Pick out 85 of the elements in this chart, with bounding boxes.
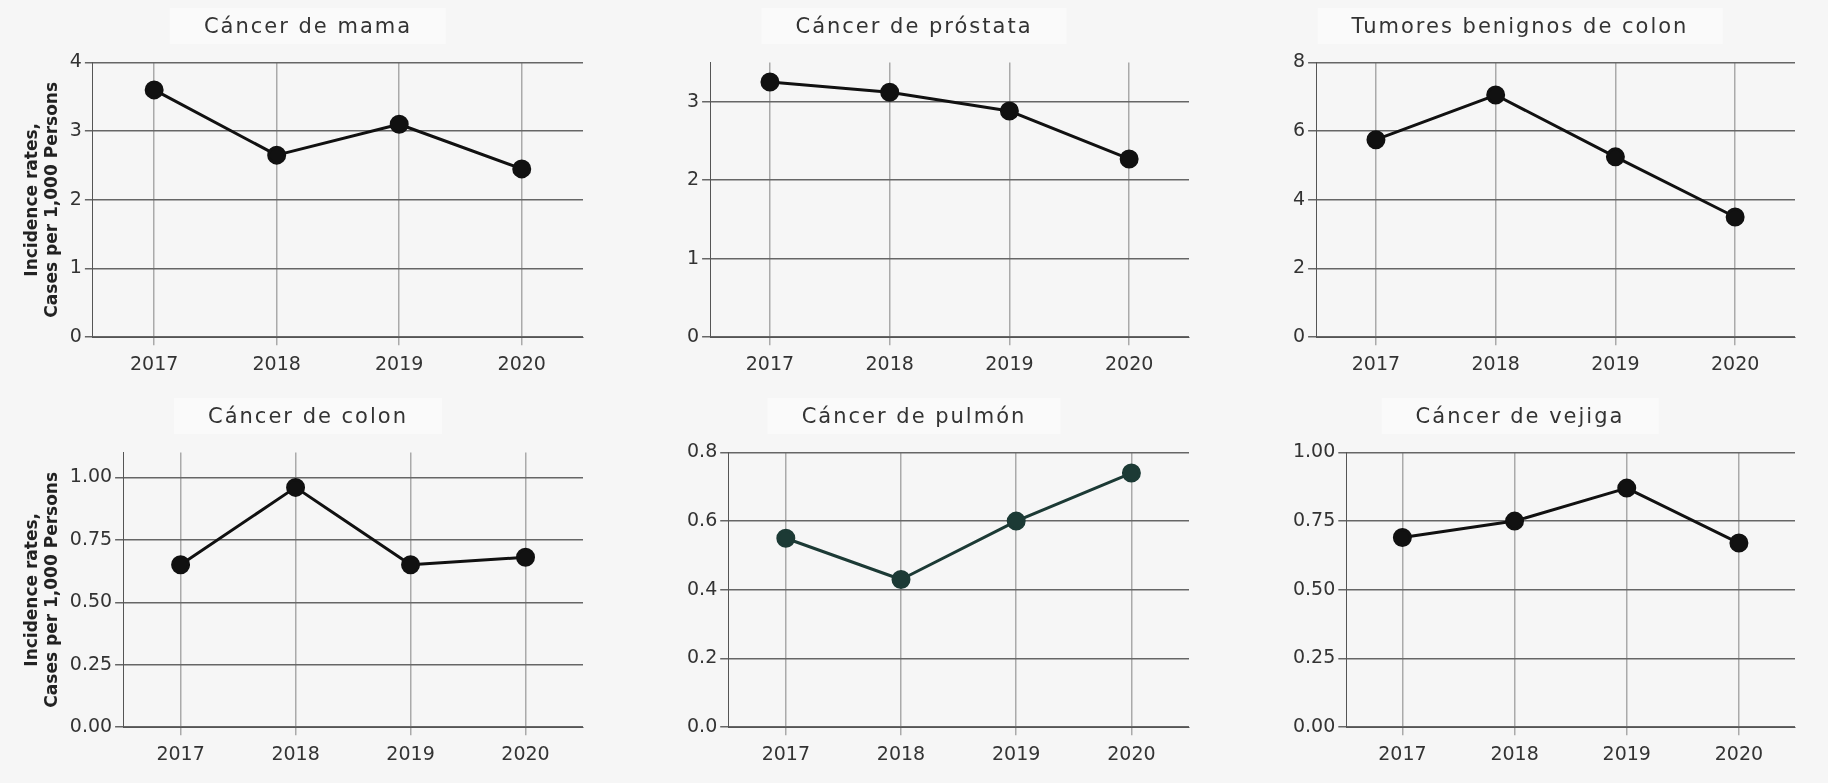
y-tick-label: 3	[69, 118, 82, 141]
y-tick-label: 2	[69, 186, 82, 209]
point	[1006, 511, 1026, 531]
y-tick-label: 0.25	[69, 651, 113, 674]
point	[1486, 85, 1506, 105]
point	[171, 555, 191, 575]
y-tick-label: 0.8	[687, 439, 718, 462]
x-tick-label: 2018	[1490, 741, 1539, 764]
point	[1121, 463, 1141, 483]
point	[999, 101, 1019, 121]
y-tick-label: 3	[686, 88, 700, 111]
x-tick-label: 2020	[501, 741, 550, 764]
chart-title: Tumores benignos de colon	[1317, 8, 1723, 44]
point	[516, 547, 536, 567]
x-tick-label: 2020	[1710, 351, 1760, 374]
point	[144, 80, 164, 100]
x-tick-label: 2018	[1471, 351, 1520, 374]
x-tick-label: 2018	[865, 351, 914, 374]
y-tick-label: 0.75	[1292, 508, 1336, 531]
x-tick-label: 2017	[129, 351, 179, 374]
y-tick-label: 2	[1292, 255, 1306, 278]
point	[760, 72, 780, 92]
y-tick-label: 0	[69, 324, 82, 347]
x-tick-label: 2019	[992, 741, 1041, 764]
y-tick-label: 0.75	[69, 526, 113, 549]
y-tick-label: 2	[686, 167, 700, 190]
x-tick-label: 2020	[1107, 741, 1156, 764]
y-tick-label: 1	[69, 255, 82, 278]
y-tick-label: 0	[1292, 324, 1306, 347]
chart-title: Cáncer de mama	[169, 8, 447, 44]
x-tick-label: 2020	[1104, 351, 1154, 374]
y-tick-label: 4	[69, 49, 82, 72]
point	[880, 82, 900, 102]
y-tick-label: 0	[686, 324, 700, 347]
x-tick-label: 2017	[1378, 741, 1427, 764]
point	[1366, 130, 1386, 150]
point	[286, 477, 306, 497]
x-tick-label: 2019	[1591, 351, 1640, 374]
x-tick-label: 2017	[1351, 351, 1401, 374]
y-axis-title: Incidence rates, Cases per 1,000 Persons	[20, 81, 62, 318]
point	[512, 159, 532, 179]
chart-title: Cáncer de pulmón	[767, 398, 1061, 434]
point	[389, 114, 409, 134]
y-axis-title: Incidence rates, Cases per 1,000 Persons	[20, 471, 62, 708]
y-tick-label: 0.00	[1292, 714, 1336, 737]
y-tick-label: 6	[1292, 118, 1306, 141]
x-tick-label: 2020	[1714, 741, 1764, 764]
x-tick-label: 2020	[497, 351, 546, 374]
x-tick-label: 2017	[761, 741, 810, 764]
y-tick-label: 1	[686, 245, 700, 268]
x-tick-label: 2019	[1602, 741, 1651, 764]
y-tick-label: 1.00	[69, 464, 113, 487]
x-tick-label: 2019	[375, 351, 424, 374]
y-tick-label: 1.00	[1292, 439, 1336, 462]
point	[891, 570, 911, 589]
x-tick-label: 2018	[876, 741, 926, 764]
point	[1729, 533, 1749, 553]
point	[1119, 149, 1139, 169]
y-tick-label: 0.00	[69, 714, 113, 737]
x-tick-label: 2019	[386, 741, 435, 764]
y-tick-label: 0.50	[69, 589, 113, 612]
x-tick-label: 2017	[745, 351, 795, 374]
y-tick-label: 4	[1292, 186, 1306, 209]
y-tick-label: 0.2	[687, 645, 718, 668]
y-tick-label: 0.25	[1292, 645, 1336, 668]
chart-title: Cáncer de vejiga	[1381, 398, 1659, 434]
point	[267, 145, 287, 165]
y-tick-label: 0.4	[687, 576, 718, 599]
x-tick-label: 2019	[985, 351, 1034, 374]
x-tick-label: 2018	[252, 351, 301, 374]
point	[776, 528, 796, 548]
point	[1617, 478, 1637, 498]
chart-title: Cáncer de colon	[174, 398, 442, 434]
y-tick-label: 0.0	[687, 714, 718, 737]
point	[1605, 147, 1625, 167]
y-tick-label: 8	[1292, 49, 1306, 72]
x-tick-label: 2017	[156, 741, 205, 764]
y-tick-label: 0.50	[1292, 576, 1336, 599]
y-tick-label: 0.6	[687, 508, 718, 531]
chart-title: Cáncer de próstata	[761, 8, 1067, 44]
point	[1392, 528, 1412, 548]
point	[1725, 207, 1745, 227]
point	[401, 555, 421, 575]
x-tick-label: 2018	[271, 741, 320, 764]
point	[1505, 511, 1525, 531]
